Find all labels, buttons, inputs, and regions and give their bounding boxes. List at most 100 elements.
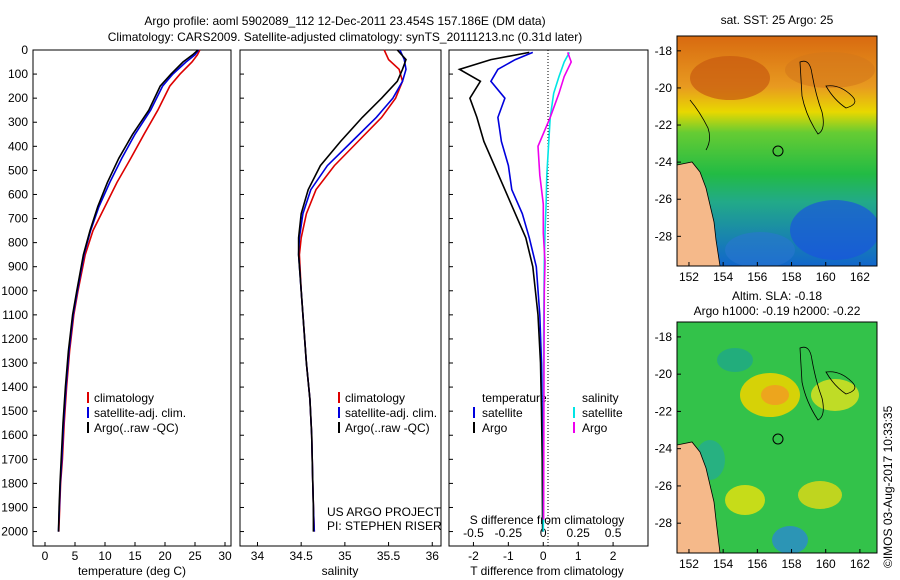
legend-sat-label: satellite-adj. clim. [345,406,437,420]
map-x-tick-label: 156 [747,557,767,571]
sla-high-patch [761,385,789,405]
y-tick-label: 2000 [1,525,28,539]
sla-high-patch [811,379,859,411]
x-tick-label: 34.5 [289,549,313,563]
y-tick-label: 1900 [1,500,28,514]
y-tick-label: 1300 [1,356,28,370]
y-tick-label: 1100 [2,308,28,322]
legend-temp-sat-swatch [473,407,475,418]
salinity-diff-legend: salinity satellite Argo [573,391,623,435]
map-x-tick-label: 162 [850,270,870,284]
sst-warm-patch [690,56,770,100]
sla-high-patch [725,485,765,515]
legend-sal-argo-swatch [573,422,575,433]
y-tick-label: 200 [8,91,28,105]
series-line-climatology [298,49,404,532]
legend-sal-title: salinity [582,391,619,405]
argo-position-marker [772,145,784,157]
map-x-tick-label: 158 [782,557,802,571]
sla-high-patch [798,481,842,509]
x-tick-label: 34 [251,549,265,563]
salinity-legend: climatology satellite-adj. clim. Argo(..… [338,391,437,435]
difference-panel: T difference from climatology S differen… [448,49,649,578]
y-tick-label: 1700 [1,452,28,466]
y-tick-label: 1200 [1,332,28,346]
temperature-legend: climatology satellite-adj. clim. Argo(..… [87,391,186,435]
sst-warm-patch [785,52,875,88]
sla-map-frame [676,321,878,554]
y-tick-label: 1400 [1,380,28,394]
map-y-tick-label: -20 [655,81,673,95]
title-line1: Argo profile: aoml 5902089_112 12-Dec-20… [144,14,545,28]
x-tick-label: -2 [468,549,479,563]
x-tick-label: 5 [72,549,79,563]
x-tick-label: -1 [503,549,514,563]
map-y-tick-label: -24 [655,442,673,456]
legend-argo-swatch [338,422,340,433]
series-line-satellite-adj-clim- [297,49,407,532]
y-tick-label: 1800 [1,476,28,490]
temperature-panel: temperature (deg C) climatology satellit… [32,49,232,578]
x-tick-label: 36 [426,549,440,563]
sst-map-title: sat. SST: 25 Argo: 25 [721,13,834,27]
legend-sal-sat-swatch [573,407,575,418]
reef-contour [799,346,824,421]
map-y-tick-label: -20 [655,367,673,381]
y-tick-label: 100 [8,67,28,81]
sla-map-title2: Argo h1000: -0.19 h2000: -0.22 [694,304,861,318]
series-line-temperature-argo [457,51,544,532]
legend-temp-argo-label: Argo [482,421,508,435]
title-line2: Climatology: CARS2009. Satellite-adjuste… [108,30,582,44]
legend-argo-swatch [87,422,89,433]
temperature-diff-legend: temperature satellite Argo [473,391,547,435]
legend-temp-sat-label: satellite [482,406,523,420]
coastline-land [677,441,721,553]
sst-cool-patch [725,232,795,266]
map-y-tick-label: -28 [655,516,673,530]
salinity-xlabel: salinity [322,564,359,578]
series-line-argo-raw-qc- [57,49,199,532]
sla-map-title: Altim. SLA: -0.18 [732,289,822,303]
x-tick-label: 0 [42,549,49,563]
legend-sat-label: satellite-adj. clim. [94,406,186,420]
coastline-land [677,161,721,266]
x-tick-label: 10 [98,549,112,563]
legend-sat-swatch [338,407,340,418]
legend-temp-argo-swatch [473,422,475,433]
map-y-tick-label: -18 [655,44,673,58]
series-line-climatology [58,49,201,532]
sst-map: sat. SST: 25 Argo: 25 [676,13,878,267]
credit: ©IMOS 03-Aug-2017 10:33:35 [881,405,895,568]
x-tick-label: 2 [610,549,617,563]
legend-sal-argo-label: Argo [582,421,608,435]
map-y-tick-label: -26 [655,479,673,493]
legend-clim-swatch [87,392,89,403]
map-y-tick-label: -22 [655,404,673,418]
map-y-tick-label: -24 [655,155,673,169]
y-tick-label: 800 [8,236,28,250]
temperature-axes [32,49,232,547]
map-x-tick-label: 152 [679,557,699,571]
legend-sat-swatch [87,407,89,418]
x-tick-label: 35.5 [377,549,401,563]
map-x-tick-label: 152 [679,270,699,284]
y-tick-label: 900 [8,260,28,274]
y-tick-label: 700 [8,212,28,226]
map-x-tick-label: 154 [713,557,733,571]
shelf-contour [689,99,710,151]
legend-clim-label: climatology [345,391,405,405]
legend-clim-label: climatology [94,391,154,405]
s-tick-label: -0.25 [495,526,523,540]
map-x-tick-label: 162 [850,557,870,571]
y-tick-label: 1500 [1,404,28,418]
series-line-temperature-satellite [489,51,544,532]
sst-map-frame [676,35,878,267]
sla-low-patch [772,526,808,553]
series-line-salinity-argo [537,52,573,520]
y-tick-label: 1600 [1,428,28,442]
y-tick-label: 400 [8,139,28,153]
map-y-tick-label: -26 [655,192,673,206]
series-line-satellite-adj-clim- [57,49,200,532]
legend-sal-sat-label: satellite [582,406,623,420]
